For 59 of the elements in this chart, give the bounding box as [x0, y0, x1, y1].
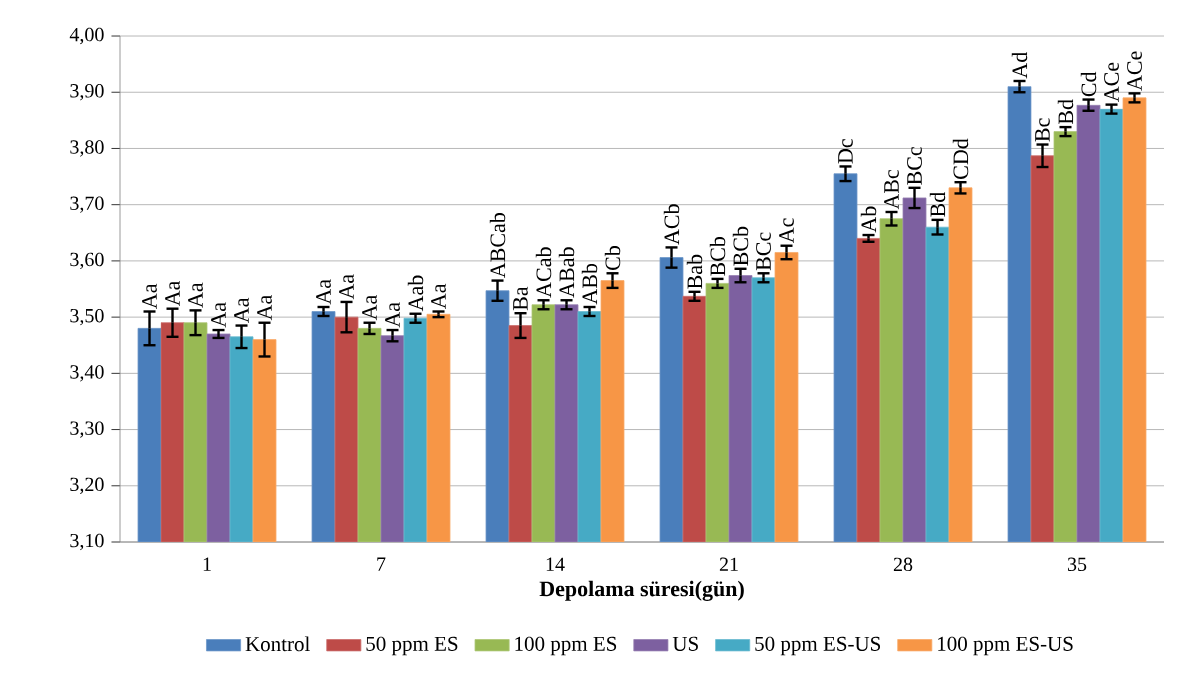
data-label: Aa — [362, 294, 377, 321]
x-tick-label: 1 — [203, 557, 211, 571]
data-label: Bd — [929, 192, 946, 217]
y-tick-label: 3,10 — [70, 533, 104, 551]
y-tick-label: 3,20 — [70, 477, 104, 494]
data-label: ACab — [535, 247, 552, 298]
data-label: BCb — [709, 236, 726, 276]
x-tick-label: 7 — [377, 557, 386, 571]
data-label: Aa — [431, 283, 446, 309]
legend-label: Kontrol — [245, 636, 310, 652]
data-label: Ad — [1011, 51, 1028, 79]
legend-label: 50 ppm ES — [366, 636, 458, 656]
data-label: BCc — [907, 146, 922, 185]
data-label: Aa — [165, 280, 180, 307]
data-label: Aa — [188, 282, 203, 308]
x-tick-label: 35 — [1067, 557, 1087, 572]
legend-label: US — [672, 636, 698, 651]
x-tick-label: 14 — [546, 557, 565, 571]
data-label: ACe — [1104, 62, 1119, 102]
data-label: Aab — [407, 275, 424, 312]
data-label: Cd — [1080, 71, 1097, 97]
x-tick-label: 21 — [719, 557, 738, 571]
y-tick-label: 3,80 — [70, 140, 104, 157]
data-label: Aa — [211, 302, 226, 328]
data-label: Bab — [686, 254, 703, 289]
data-label: ACe — [1127, 51, 1142, 91]
y-tick-label: 4,00 — [69, 27, 104, 45]
data-label: Dc — [838, 139, 853, 164]
data-label: Aa — [385, 302, 400, 328]
data-label: BCb — [732, 226, 749, 266]
legend-label: 50 ppm ES-US — [755, 636, 881, 656]
data-label: CDd — [952, 138, 969, 179]
data-label: ABc — [884, 169, 899, 210]
legend-label: 100 ppm ES — [515, 636, 617, 656]
data-label: Bc — [1035, 118, 1050, 142]
data-label: Bd — [1057, 99, 1074, 125]
legend-label: 100 ppm ES-US — [938, 636, 1073, 656]
data-label: ABb — [581, 263, 598, 305]
data-label: ABCab — [489, 213, 506, 278]
data-label: Cb — [604, 246, 621, 270]
data-label: ABab — [558, 247, 575, 298]
data-label: Aa — [234, 297, 249, 323]
data-label: Aa — [257, 294, 272, 321]
y-tick-label: 3,40 — [70, 365, 104, 382]
data-label: Aa — [142, 283, 157, 309]
y-tick-label: 3,30 — [70, 421, 104, 438]
y-tick-label: 3,90 — [70, 84, 104, 101]
data-label: Ab — [860, 206, 877, 233]
y-tick-label: 3,60 — [70, 252, 104, 270]
data-label: BCc — [756, 232, 771, 271]
data-label: Aa — [316, 279, 331, 305]
x-tick-label: 28 — [893, 557, 913, 572]
y-tick-label: 3,50 — [70, 308, 104, 326]
data-label: Ba — [513, 286, 528, 311]
data-label: Aa — [339, 274, 354, 300]
y-tick-label: 3,70 — [70, 196, 104, 213]
data-label: Ac — [779, 218, 794, 244]
x-axis-title: Depolama süresi(gün) — [539, 580, 744, 601]
data-label: ACb — [663, 204, 680, 245]
